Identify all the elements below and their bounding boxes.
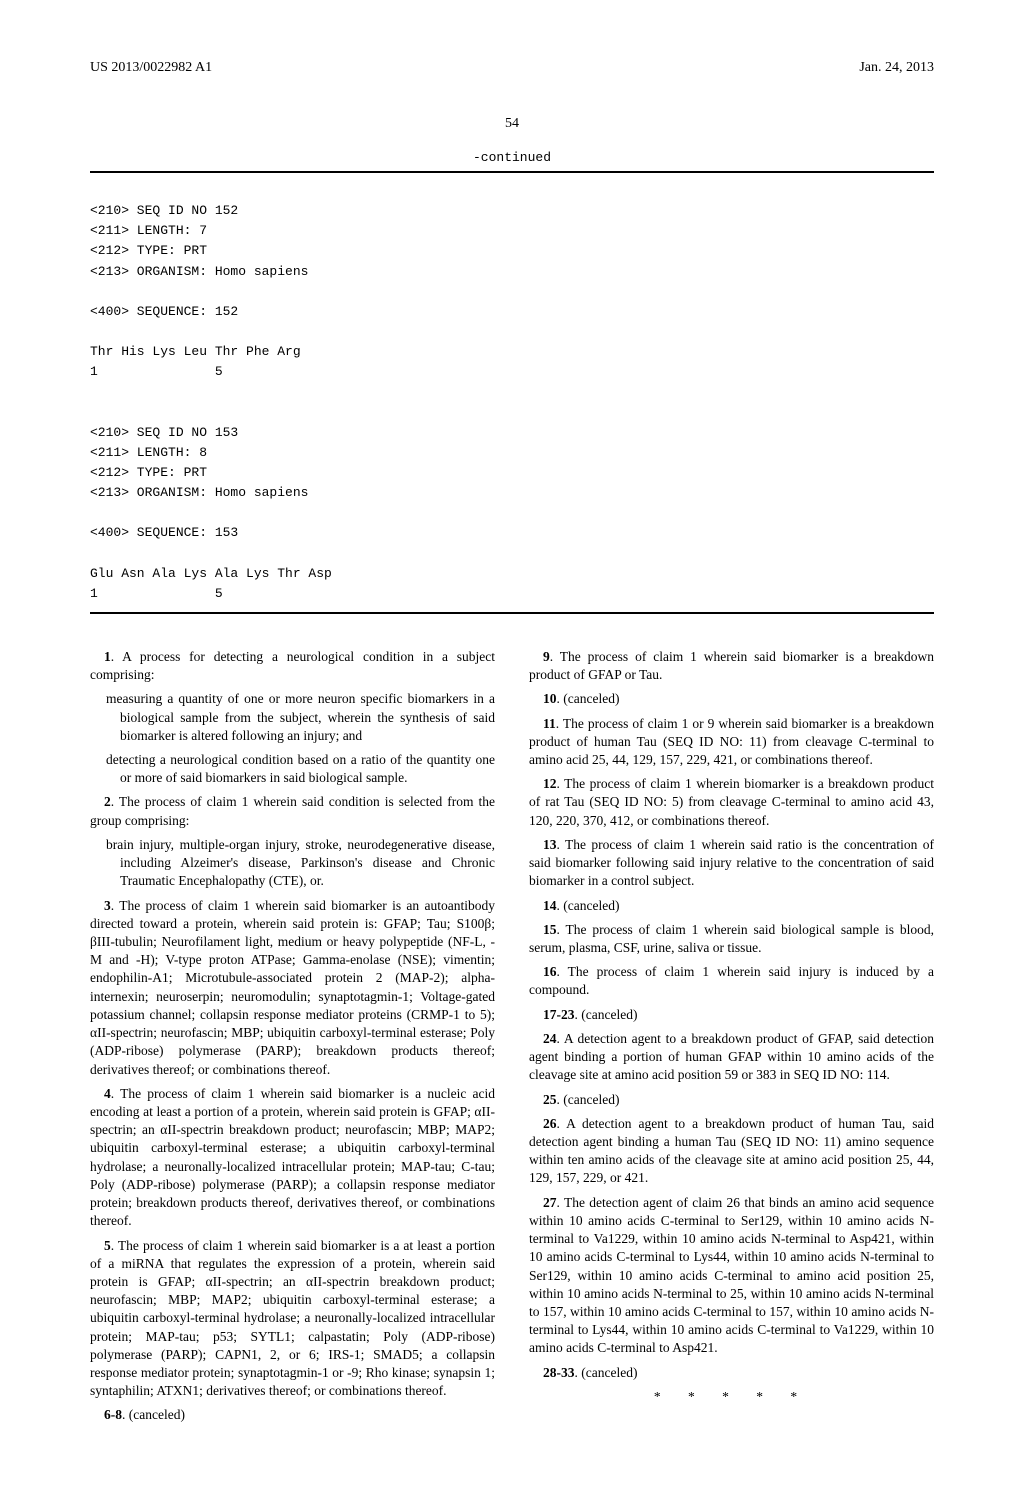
claim-3: 3. The process of claim 1 wherein said b… [90, 897, 495, 1079]
claim-16: 16. The process of claim 1 wherein said … [529, 963, 934, 999]
sequence-listing: <210> SEQ ID NO 152 <211> LENGTH: 7 <212… [90, 171, 934, 614]
claim-4: 4. The process of claim 1 wherein said b… [90, 1085, 495, 1231]
end-marks: * * * * * [529, 1388, 934, 1406]
claim-14: 14. (canceled) [529, 897, 934, 915]
publication-number: US 2013/0022982 A1 [90, 60, 212, 76]
claim-27: 27. The detection agent of claim 26 that… [529, 1194, 934, 1358]
claim-10: 10. (canceled) [529, 690, 934, 708]
claim-25: 25. (canceled) [529, 1091, 934, 1109]
claim-26: 26. A detection agent to a breakdown pro… [529, 1115, 934, 1188]
claim-9: 9. The process of claim 1 wherein said b… [529, 648, 934, 684]
claims-body: 1. A process for detecting a neurologica… [90, 648, 934, 1425]
claim-6-8: 6-8. (canceled) [90, 1406, 495, 1424]
patent-page: US 2013/0022982 A1 Jan. 24, 2013 54 -con… [0, 0, 1024, 1485]
claim-12: 12. The process of claim 1 wherein bioma… [529, 775, 934, 830]
page-header: US 2013/0022982 A1 Jan. 24, 2013 [90, 60, 934, 76]
claim-15: 15. The process of claim 1 wherein said … [529, 921, 934, 957]
continued-label: -continued [90, 150, 934, 165]
claim-24: 24. A detection agent to a breakdown pro… [529, 1030, 934, 1085]
claim-2-step-1: brain injury, multiple-organ injury, str… [120, 836, 495, 891]
claim-5: 5. The process of claim 1 wherein said b… [90, 1237, 495, 1401]
claim-2: 2. The process of claim 1 wherein said c… [90, 793, 495, 829]
page-number: 54 [90, 116, 934, 132]
claim-28-33: 28-33. (canceled) [529, 1364, 934, 1382]
claim-11: 11. The process of claim 1 or 9 wherein … [529, 715, 934, 770]
claim-1: 1. A process for detecting a neurologica… [90, 648, 495, 684]
publication-date: Jan. 24, 2013 [859, 60, 934, 76]
claim-13: 13. The process of claim 1 wherein said … [529, 836, 934, 891]
claim-17-23: 17-23. (canceled) [529, 1006, 934, 1024]
claim-1-step-1: measuring a quantity of one or more neur… [120, 690, 495, 745]
claim-1-step-2: detecting a neurological condition based… [120, 751, 495, 787]
